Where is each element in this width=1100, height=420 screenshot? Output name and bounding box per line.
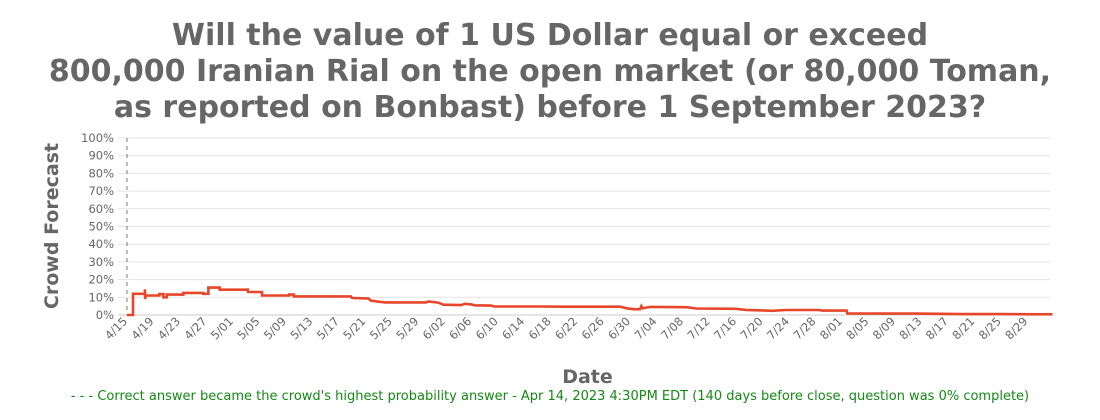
x-tick-label: 5/21 [340,314,368,342]
x-tick-label: 7/04 [632,314,660,342]
y-tick-label: 100% [81,131,114,145]
x-tick-label: 7/20 [737,314,765,342]
x-tick-label: 8/25 [976,314,1004,342]
y-tick-label: 40% [88,237,114,251]
x-tick-label: 6/14 [499,314,527,342]
y-tick-label: 70% [88,184,114,198]
x-tick-label: 8/29 [1002,314,1030,342]
correct-answer-footnote: - - - Correct answer became the crowd's … [70,389,1030,404]
y-tick-label: 20% [88,273,114,287]
x-tick-label: 7/08 [658,314,686,342]
x-tick-label: 5/29 [393,314,421,342]
x-tick-label: 4/23 [155,314,183,342]
x-tick-label: 8/01 [817,314,845,342]
gridlines [118,137,1050,316]
x-tick-label: 5/01 [208,314,236,342]
x-tick-label: 6/02 [420,314,448,342]
y-tick-label: 30% [88,255,114,269]
x-tick-label: 7/12 [685,314,713,342]
x-tick-label: 7/16 [711,314,739,342]
x-tick-label: 8/13 [896,314,924,342]
x-tick-label: 5/25 [367,314,395,342]
x-tick-label: 5/05 [234,314,262,342]
x-axis-ticks: 4/154/194/234/275/015/055/095/135/175/21… [102,314,1030,342]
x-tick-label: 6/30 [605,314,633,342]
x-tick-label: 8/21 [949,314,977,342]
x-tick-label: 6/18 [526,314,554,342]
x-tick-label: 8/09 [870,314,898,342]
x-tick-label: 5/09 [261,314,289,342]
x-tick-label: 4/27 [181,314,209,342]
y-tick-label: 80% [88,166,114,180]
x-tick-label: 6/06 [446,314,474,342]
x-tick-label: 7/28 [790,314,818,342]
y-tick-label: 10% [88,290,114,304]
chart-title-line-1: Will the value of 1 US Dollar equal or e… [171,18,929,53]
x-tick-label: 6/22 [552,314,580,342]
x-axis-label: Date [562,366,613,388]
y-tick-label: 0% [96,308,114,322]
chart-title-line-2: 800,000 Iranian Rial on the open market … [48,54,1052,89]
x-tick-label: 4/19 [128,314,156,342]
chart-title: Will the value of 1 US Dollar equal or e… [0,18,1100,126]
y-tick-label: 60% [88,202,114,216]
x-tick-label: 6/10 [473,314,501,342]
crowd-forecast-line [127,286,1053,317]
x-tick-label: 6/26 [579,314,607,342]
x-tick-label: 5/17 [314,314,342,342]
chart-title-line-3: as reported on Bonbast) before 1 Septemb… [113,90,987,125]
x-tick-label: 8/05 [843,314,871,342]
y-axis-ticks: 0% 10% 20% 30% 40% 50% 60% 70% 80% 90% 100% [81,131,114,322]
y-tick-label: 50% [88,220,114,234]
y-tick-label: 90% [88,149,114,163]
x-tick-label: 8/17 [923,314,951,342]
x-tick-label: 5/13 [287,314,315,342]
x-tick-label: 7/24 [764,314,792,342]
